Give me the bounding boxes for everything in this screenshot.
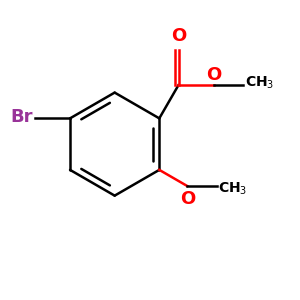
Text: CH$_3$: CH$_3$ [245, 75, 274, 91]
Text: Br: Br [11, 108, 33, 126]
Text: CH$_3$: CH$_3$ [218, 180, 248, 196]
Text: O: O [206, 66, 221, 84]
Text: O: O [180, 190, 195, 208]
Text: O: O [171, 27, 186, 45]
